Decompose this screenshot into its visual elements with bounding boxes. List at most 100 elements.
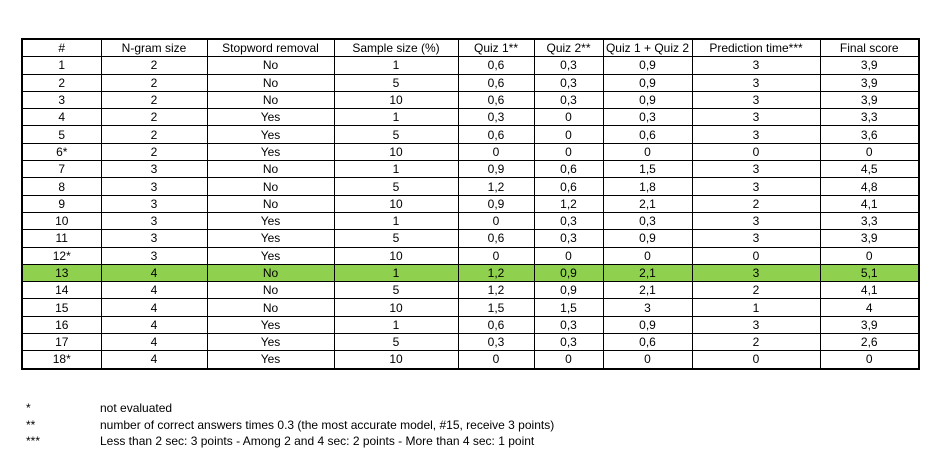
table-row: 9 3 No 10 0,9 1,2 2,1 2 4,1 — [21, 194, 920, 213]
cell-prediction-time: 0 — [691, 246, 821, 265]
cell-ngram-size: 2 — [100, 73, 208, 92]
footnote-marker: * — [26, 401, 31, 415]
cell-number: 18* — [21, 350, 102, 370]
cell-number: 3 — [21, 90, 102, 110]
cell-sample-size: 1 — [333, 160, 459, 179]
cell-ngram-size: 2 — [100, 125, 208, 144]
cell-stopword-removal: No — [206, 281, 335, 300]
footnote-marker: ** — [26, 417, 36, 432]
cell-quiz-sum: 0,9 — [602, 73, 693, 92]
cell-quiz1: 0,6 — [457, 125, 535, 144]
cell-quiz2: 0,3 — [533, 229, 604, 248]
cell-ngram-size: 3 — [100, 246, 208, 265]
cell-sample-size: 10 — [333, 142, 459, 162]
cell-quiz2: 1,2 — [533, 194, 604, 213]
cell-sample-size: 10 — [333, 90, 459, 110]
cell-sample-size: 1 — [333, 56, 459, 75]
cell-final-score: 4,8 — [819, 177, 920, 196]
cell-stopword-removal: Yes — [206, 211, 335, 231]
cell-sample-size: 5 — [333, 73, 459, 92]
cell-ngram-size: 2 — [100, 90, 208, 110]
cell-number: 17 — [21, 333, 102, 352]
cell-quiz-sum: 2,1 — [602, 263, 693, 283]
cell-final-score: 3,9 — [819, 73, 920, 92]
footnote-text: Less than 2 sec: 3 points - Among 2 and … — [100, 434, 535, 448]
cell-final-score: 4,1 — [819, 194, 920, 213]
cell-stopword-removal: No — [206, 298, 335, 317]
cell-quiz2: 0,9 — [533, 263, 604, 283]
cell-quiz1: 0 — [457, 246, 535, 265]
cell-prediction-time: 2 — [691, 333, 821, 352]
cell-ngram-size: 4 — [100, 298, 208, 317]
table-row: 14 4 No 5 1,2 0,9 2,1 2 4,1 — [21, 281, 920, 300]
cell-number: 4 — [21, 108, 102, 127]
footnote-text: not evaluated — [100, 401, 173, 415]
col-header-final-score: Final score — [819, 38, 920, 58]
col-header-ngram-size: N-gram size — [100, 38, 208, 58]
col-header-quiz1: Quiz 1** — [457, 38, 535, 58]
cell-prediction-time: 2 — [691, 281, 821, 300]
cell-prediction-time: 3 — [691, 73, 821, 92]
cell-quiz-sum: 1,8 — [602, 177, 693, 196]
table-row: 12* 3 Yes 10 0 0 0 0 0 — [21, 246, 920, 265]
cell-prediction-time: 2 — [691, 194, 821, 213]
cell-number: 6* — [21, 142, 102, 162]
footnote-3: *** Less than 2 sec: 3 points - Among 2 … — [26, 433, 554, 450]
cell-sample-size: 5 — [333, 333, 459, 352]
cell-prediction-time: 3 — [691, 160, 821, 179]
table-row: 18* 4 Yes 10 0 0 0 0 0 — [21, 350, 920, 370]
cell-number: 14 — [21, 281, 102, 300]
cell-quiz1: 0,9 — [457, 160, 535, 179]
cell-quiz-sum: 0 — [602, 246, 693, 265]
cell-final-score: 0 — [819, 350, 920, 370]
cell-quiz2: 0 — [533, 125, 604, 144]
results-table: # N-gram size Stopword removal Sample si… — [21, 38, 920, 370]
cell-prediction-time: 3 — [691, 211, 821, 231]
cell-quiz-sum: 2,1 — [602, 281, 693, 300]
cell-quiz1: 0,6 — [457, 229, 535, 248]
table-row: 3 2 No 10 0,6 0,3 0,9 3 3,9 — [21, 90, 920, 110]
cell-quiz-sum: 0,3 — [602, 108, 693, 127]
col-header-sample-size: Sample size (%) — [333, 38, 459, 58]
cell-final-score: 4 — [819, 298, 920, 317]
cell-sample-size: 10 — [333, 298, 459, 317]
cell-ngram-size: 3 — [100, 160, 208, 179]
cell-quiz-sum: 0,6 — [602, 333, 693, 352]
cell-sample-size: 10 — [333, 194, 459, 213]
cell-sample-size: 5 — [333, 177, 459, 196]
cell-quiz1: 1,2 — [457, 177, 535, 196]
cell-sample-size: 10 — [333, 350, 459, 370]
cell-final-score: 3,3 — [819, 108, 920, 127]
col-header-stopword-removal: Stopword removal — [206, 38, 335, 58]
cell-quiz1: 0,9 — [457, 194, 535, 213]
cell-sample-size: 1 — [333, 263, 459, 283]
cell-stopword-removal: No — [206, 177, 335, 196]
cell-stopword-removal: Yes — [206, 229, 335, 248]
footnote-marker: *** — [26, 434, 41, 448]
cell-stopword-removal: Yes — [206, 350, 335, 370]
cell-final-score: 0 — [819, 246, 920, 265]
header-row: # N-gram size Stopword removal Sample si… — [21, 38, 920, 58]
cell-stopword-removal: No — [206, 73, 335, 92]
cell-quiz2: 0,3 — [533, 73, 604, 92]
cell-sample-size: 1 — [333, 315, 459, 335]
cell-prediction-time: 3 — [691, 108, 821, 127]
cell-sample-size: 5 — [333, 229, 459, 248]
cell-quiz-sum: 0,9 — [602, 56, 693, 75]
table-row: 1 2 No 1 0,6 0,3 0,9 3 3,9 — [21, 56, 920, 75]
cell-stopword-removal: Yes — [206, 246, 335, 265]
cell-quiz1: 0 — [457, 350, 535, 370]
cell-stopword-removal: No — [206, 160, 335, 179]
cell-quiz2: 0,3 — [533, 56, 604, 75]
cell-quiz2: 1,5 — [533, 298, 604, 317]
footnote-2: ** number of correct answers times 0.3 (… — [26, 417, 554, 434]
table-row: 11 3 Yes 5 0,6 0,3 0,9 3 3,9 — [21, 229, 920, 248]
cell-quiz1: 0,3 — [457, 333, 535, 352]
cell-quiz1: 1,2 — [457, 281, 535, 300]
cell-final-score: 4,5 — [819, 160, 920, 179]
cell-quiz-sum: 0,3 — [602, 211, 693, 231]
cell-prediction-time: 0 — [691, 350, 821, 370]
cell-quiz-sum: 0 — [602, 142, 693, 162]
cell-final-score: 2,6 — [819, 333, 920, 352]
cell-sample-size: 5 — [333, 281, 459, 300]
